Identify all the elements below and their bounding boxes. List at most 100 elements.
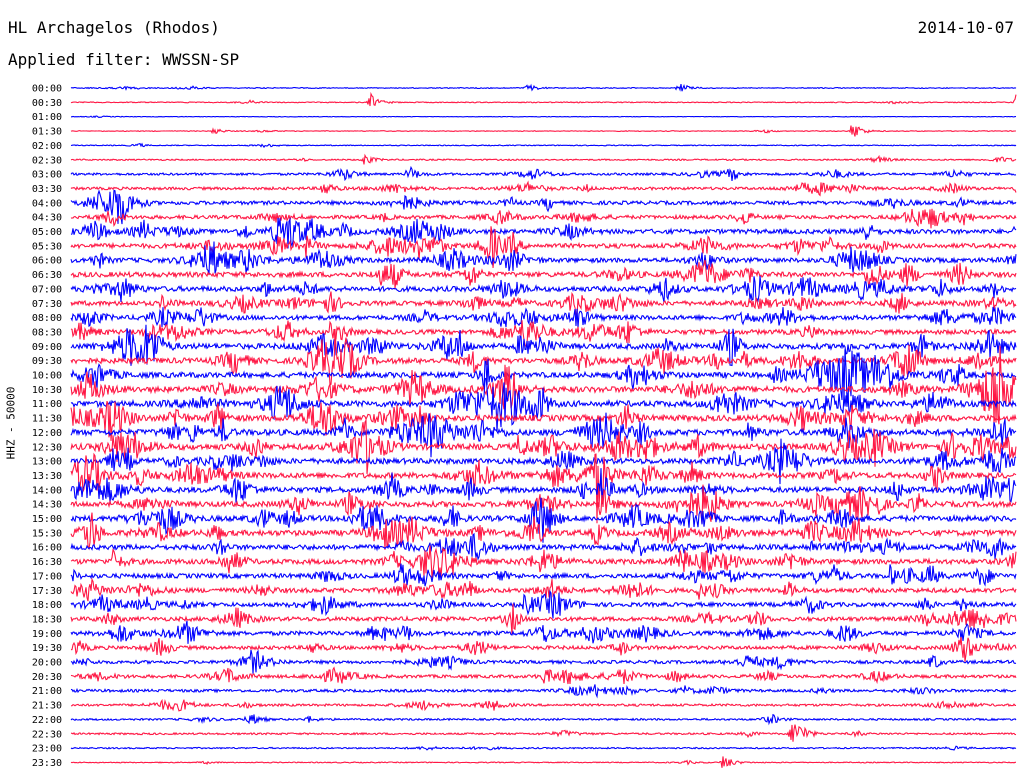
trace-row-1230 [70,418,1017,474]
time-label-0230: 02:30 [32,155,62,166]
time-label-1900: 19:00 [32,629,62,640]
time-label-2130: 21:30 [32,701,62,712]
trace-row-1930 [70,637,1017,662]
trace-row-1730 [70,577,1017,602]
time-label-1230: 12:30 [32,442,62,453]
time-label-0100: 01:00 [32,112,62,123]
time-label-0000: 00:00 [32,84,62,95]
time-label-2330: 23:30 [32,758,62,769]
time-label-2200: 22:00 [32,715,62,726]
time-label-0630: 06:30 [32,270,62,281]
trace-row-1430 [70,484,1017,524]
trace-row-0030 [70,91,1017,107]
station-title: HL Archagelos (Rhodos) [8,18,220,37]
trace-row-1000 [70,349,1017,405]
trace-row-1400 [70,468,1017,505]
time-label-0130: 01:30 [32,127,62,138]
time-label-2030: 20:30 [32,672,62,683]
trace-row-1900 [70,620,1017,644]
trace-row-2030 [70,666,1017,685]
time-label-0800: 08:00 [32,313,62,324]
trace-row-1130 [70,400,1017,441]
time-label-1600: 16:00 [32,543,62,554]
filter-label: Applied filter: WWSSN-SP [8,50,240,69]
trace-row-0130 [70,125,1016,137]
time-label-0500: 05:00 [32,227,62,238]
time-label-1030: 10:30 [32,385,62,396]
time-label-2000: 20:00 [32,658,62,669]
time-label-1800: 18:00 [32,600,62,611]
time-label-1500: 15:00 [32,514,62,525]
time-label-0200: 02:00 [32,141,62,152]
trace-row-1830 [70,603,1017,635]
time-label-0830: 08:30 [32,327,62,338]
trace-row-0900 [70,324,1017,367]
trace-row-2130 [70,698,1016,712]
time-label-0600: 06:00 [32,256,62,267]
record-date: 2014-10-07 [917,18,1014,37]
trace-row-0100 [71,115,1017,119]
trace-row-1530 [70,512,1017,551]
time-label-1700: 17:00 [32,571,62,582]
trace-row-1600 [70,532,1017,561]
time-label-2300: 23:00 [32,744,62,755]
trace-row-0800 [70,306,1017,328]
trace-row-1630 [70,545,1017,578]
time-label-1830: 18:30 [32,614,62,625]
time-label-0030: 00:30 [32,98,62,109]
time-label-1430: 14:30 [32,500,62,511]
trace-row-2000 [70,649,1017,674]
trace-row-0530 [70,226,1017,268]
trace-row-1330 [70,452,1017,524]
trace-row-1700 [70,563,1017,587]
time-label-1930: 19:30 [32,643,62,654]
time-labels: 00:00 00:30 01:00 01:30 02:00 02:30 03:00 03:30… [32,84,62,769]
trace-row-0600 [70,241,1017,276]
trace-row-1800 [70,589,1017,619]
seismic-traces [70,83,1017,768]
time-label-0300: 03:00 [32,170,62,181]
time-label-1630: 16:30 [32,557,62,568]
trace-row-1100 [70,377,1017,433]
trace-row-0730 [70,291,1017,317]
time-label-0900: 09:00 [32,342,62,353]
time-label-1000: 10:00 [32,371,62,382]
trace-row-1300 [70,438,1017,485]
time-label-1200: 12:00 [32,428,62,439]
trace-row-0330 [70,180,1017,197]
time-label-0700: 07:00 [32,284,62,295]
time-label-0930: 09:30 [32,356,62,367]
trace-row-0430 [70,208,1017,229]
time-label-0330: 03:30 [32,184,62,195]
trace-row-0300 [70,165,1017,182]
time-label-1530: 15:30 [32,528,62,539]
trace-row-0930 [70,328,1017,386]
trace-row-2200 [70,713,1017,726]
time-label-1400: 14:00 [32,485,62,496]
time-label-0530: 05:30 [32,241,62,252]
trace-row-2330 [70,756,1016,768]
trace-row-0400 [70,189,1017,225]
trace-row-2300 [70,745,1017,751]
time-label-2230: 22:30 [32,729,62,740]
trace-row-0230 [70,153,1017,165]
time-label-1300: 13:00 [32,457,62,468]
time-label-2100: 21:00 [32,686,62,697]
time-label-0430: 04:30 [32,213,62,224]
time-label-1100: 11:00 [32,399,62,410]
time-label-1730: 17:30 [32,586,62,597]
trace-row-0700 [70,275,1017,303]
trace-row-2100 [70,684,1017,699]
time-label-0730: 07:30 [32,299,62,310]
time-label-0400: 04:00 [32,198,62,209]
trace-row-0630 [70,259,1017,289]
trace-row-0000 [70,83,1017,92]
time-label-1330: 13:30 [32,471,62,482]
trace-row-0500 [70,217,1017,249]
time-label-1130: 11:30 [32,414,62,425]
trace-row-0200 [70,142,1017,149]
trace-row-0830 [70,320,1017,348]
trace-row-2230 [70,724,1017,742]
trace-row-1200 [70,412,1017,458]
